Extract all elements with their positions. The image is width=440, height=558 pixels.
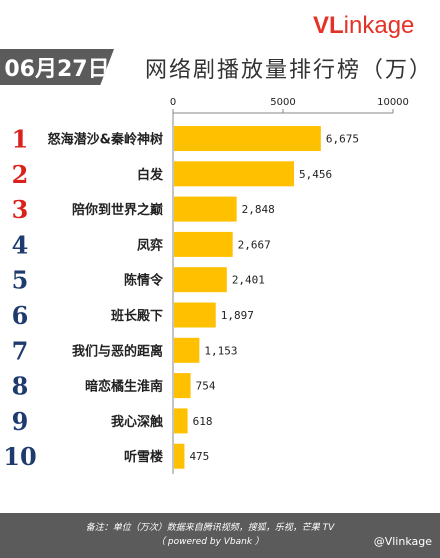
footer-banner: 备注：单位（万次）数据来自腾讯视频，搜狐，乐视，芒果 TV （ powered … (0, 513, 440, 558)
rank-number: 1 (12, 125, 29, 154)
bar (174, 337, 200, 363)
rank-number: 5 (12, 266, 29, 295)
value-label: 2,401 (232, 274, 265, 287)
value-label: 2,848 (242, 203, 275, 216)
vlinkage-logo: VLinkage (313, 12, 433, 42)
drama-name-label: 陈情令 (124, 273, 164, 289)
drama-name-label: 班长殿下 (111, 308, 163, 324)
value-label: 1,897 (221, 309, 254, 322)
drama-name-label: 陪你到世界之巅 (72, 202, 163, 218)
footer-note-line1: 备注：单位（万次）数据来自腾讯视频，搜狐，乐视，芒果 TV (85, 523, 335, 533)
value-label: 1,153 (204, 344, 237, 357)
bar (174, 267, 227, 293)
drama-name-label: 听雪楼 (124, 449, 163, 465)
footer-note-line2: （ powered by Vbank ） (156, 537, 264, 547)
value-label: 475 (189, 450, 209, 463)
value-label: 6,675 (326, 133, 359, 146)
rank-number: 10 (3, 442, 36, 471)
x-tick-label: 5000 (270, 97, 295, 108)
date-tag: 06月27日 (0, 49, 114, 85)
drama-name-label: 凤弈 (137, 237, 163, 253)
weibo-handle: @Vlinkage (373, 535, 432, 548)
rank-number: 7 (12, 336, 29, 365)
drama-name-label: 暗恋橘生淮南 (85, 379, 163, 395)
rank-number: 6 (12, 301, 29, 330)
rank-number: 8 (12, 372, 29, 401)
header: 06月27日 网络剧播放量排行榜（万） VLinkage (0, 0, 440, 98)
value-label: 618 (193, 415, 213, 428)
drama-name-label: 白发 (137, 167, 164, 183)
rank-number: 4 (12, 230, 29, 259)
bar (174, 443, 185, 469)
value-label: 754 (196, 380, 216, 393)
bar-chart: 0 5000 10000 1 怒海潜沙&秦岭神树 6,675 2 白发 5,456 3 陪你到世界之… (3, 97, 409, 474)
logo-suffix: inkage (343, 12, 415, 39)
bar (174, 373, 191, 399)
rank-number: 3 (12, 195, 29, 224)
bar (174, 231, 233, 257)
chart-title: 网络剧播放量排行榜（万） (145, 58, 434, 83)
drama-name-label: 我们与恶的距离 (72, 343, 163, 359)
value-label: 5,456 (299, 168, 332, 181)
bar (174, 196, 237, 222)
x-tick-label: 10000 (377, 97, 409, 108)
footer-note: 备注：单位（万次）数据来自腾讯视频，搜狐，乐视，芒果 TV （ powered … (60, 521, 360, 549)
bar (174, 161, 295, 187)
drama-name-label: 我心深触 (111, 414, 163, 430)
x-tick-label: 0 (170, 97, 176, 108)
bar (174, 302, 216, 328)
drama-name-label: 怒海潜沙&秦岭神树 (48, 132, 163, 148)
bar (174, 408, 188, 434)
value-label: 2,667 (238, 238, 271, 251)
rank-number: 9 (12, 407, 29, 436)
bar (174, 126, 321, 151)
rank-number: 2 (12, 160, 29, 189)
logo-prefix: VL (313, 12, 344, 39)
chart-area: 0 5000 10000 1 怒海潜沙&秦岭神树 6,675 2 白发 5,456 3 陪你到世界之… (0, 90, 440, 510)
